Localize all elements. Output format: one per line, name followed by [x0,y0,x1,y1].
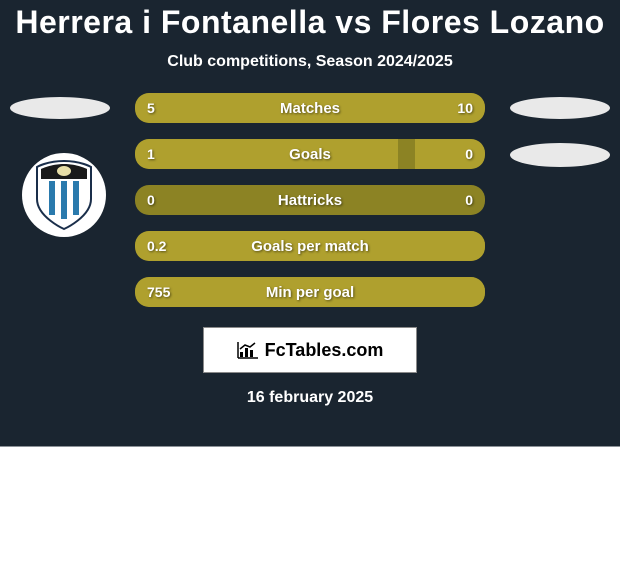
stat-value-right: 0 [465,192,473,208]
stat-value-left: 5 [147,100,155,116]
stat-value-right: 10 [457,100,473,116]
stat-label: Goals [135,146,485,163]
stat-value-right: 0 [465,146,473,162]
comparison-chart: Matches510Goals10Hattricks00Goals per ma… [0,93,620,407]
stat-value-left: 755 [147,284,170,300]
stat-label: Min per goal [135,284,485,301]
club-badge-left [22,153,106,237]
player-avatar-right [510,97,610,119]
stat-label: Goals per match [135,238,485,255]
stat-label: Hattricks [135,192,485,209]
club-avatar-right [510,143,610,167]
player-avatar-left [10,97,110,119]
stat-value-left: 1 [147,146,155,162]
brand-box: FcTables.com [203,327,417,373]
comparison-subtitle: Club competitions, Season 2024/2025 [0,53,620,71]
brand-label: FcTables.com [265,340,384,361]
stat-row: Matches5 10 [135,93,485,123]
shield-icon [33,159,95,231]
stat-label: Matches [135,100,485,117]
stat-value-left: 0.2 [147,238,166,254]
snapshot-date: 16 february 2025 [16,389,604,407]
stat-row: Goals1 0 [135,139,485,169]
stat-row: Min per goal755 [135,277,485,307]
stat-row: Hattricks0 0 [135,185,485,215]
stat-row: Goals per match0.2 [135,231,485,261]
stat-value-left: 0 [147,192,155,208]
comparison-title: Herrera i Fontanella vs Flores Lozano [0,4,620,41]
chart-icon [237,341,259,359]
